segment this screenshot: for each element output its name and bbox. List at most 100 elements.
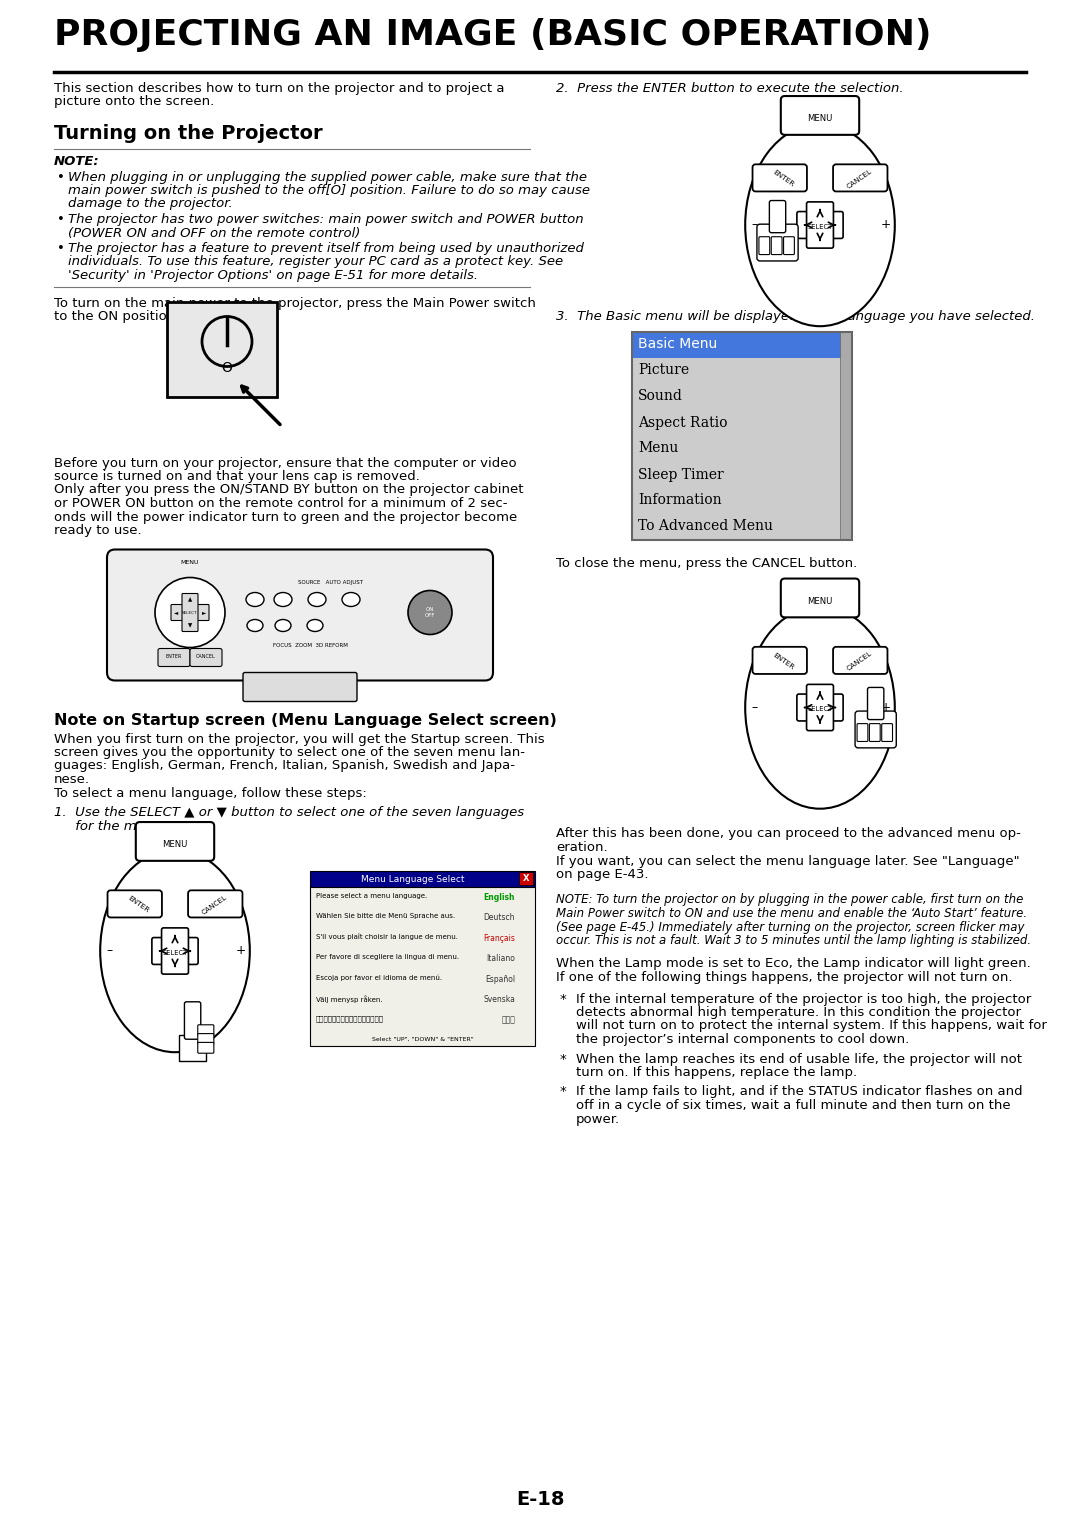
FancyBboxPatch shape xyxy=(753,647,807,674)
Text: •: • xyxy=(56,214,64,226)
Ellipse shape xyxy=(246,592,264,606)
Ellipse shape xyxy=(275,620,291,632)
FancyBboxPatch shape xyxy=(855,711,896,748)
Text: –: – xyxy=(106,945,112,957)
Text: Main Power switch to ON and use the menu and enable the ‘Auto Start’ feature.: Main Power switch to ON and use the menu… xyxy=(556,906,1027,920)
Ellipse shape xyxy=(274,592,292,606)
FancyBboxPatch shape xyxy=(867,687,883,720)
FancyBboxPatch shape xyxy=(198,1025,214,1036)
Text: ▼: ▼ xyxy=(188,623,192,629)
FancyBboxPatch shape xyxy=(757,224,798,261)
Text: ENTER: ENTER xyxy=(127,896,150,914)
Text: *: * xyxy=(561,992,567,1006)
Bar xyxy=(840,331,852,540)
Text: S'il vous plaît choisir la langue de menu.: S'il vous plaît choisir la langue de men… xyxy=(316,934,458,940)
Text: Before you turn on your projector, ensure that the computer or video: Before you turn on your projector, ensur… xyxy=(54,456,516,470)
FancyBboxPatch shape xyxy=(243,673,357,702)
Bar xyxy=(632,514,852,540)
FancyBboxPatch shape xyxy=(188,890,243,917)
Text: O: O xyxy=(221,362,232,375)
Text: •: • xyxy=(56,243,64,255)
FancyBboxPatch shape xyxy=(769,200,785,232)
Text: Välj menysp råken.: Välj menysp råken. xyxy=(316,995,382,1003)
Text: individuals. To use this feature, register your PC card as a protect key. See: individuals. To use this feature, regist… xyxy=(68,255,563,269)
Text: damage to the projector.: damage to the projector. xyxy=(68,197,233,211)
Ellipse shape xyxy=(247,620,264,632)
Text: eration.: eration. xyxy=(556,841,608,855)
FancyBboxPatch shape xyxy=(771,237,782,255)
Text: MENU: MENU xyxy=(808,114,833,124)
Text: 2.  Press the ENTER button to execute the selection.: 2. Press the ENTER button to execute the… xyxy=(556,82,904,95)
Text: ►: ► xyxy=(202,610,206,615)
Text: ENTER: ENTER xyxy=(772,169,795,188)
Text: PROJECTING AN IMAGE (BASIC OPERATION): PROJECTING AN IMAGE (BASIC OPERATION) xyxy=(54,18,931,52)
Text: *: * xyxy=(561,1085,567,1099)
Text: +: + xyxy=(235,945,246,957)
Text: Only after you press the ON/STAND BY button on the projector cabinet: Only after you press the ON/STAND BY but… xyxy=(54,484,524,496)
Text: NOTE:: NOTE: xyxy=(54,156,99,168)
Bar xyxy=(632,435,852,461)
Text: 1.  Use the SELECT ▲ or ▼ button to select one of the seven languages: 1. Use the SELECT ▲ or ▼ button to selec… xyxy=(54,806,524,819)
Text: +: + xyxy=(881,700,891,714)
FancyBboxPatch shape xyxy=(162,928,188,974)
Text: SELECT: SELECT xyxy=(808,707,833,713)
Text: detects abnormal high temperature. In this condition the projector: detects abnormal high temperature. In th… xyxy=(576,1006,1021,1019)
Text: guages: English, German, French, Italian, Spanish, Swedish and Japa-: guages: English, German, French, Italian… xyxy=(54,760,515,772)
Text: To Advanced Menu: To Advanced Menu xyxy=(638,519,773,534)
Text: *: * xyxy=(561,1053,567,1065)
Ellipse shape xyxy=(342,592,360,606)
Text: (POWER ON and OFF on the remote control): (POWER ON and OFF on the remote control) xyxy=(68,226,361,240)
Text: Deutsch: Deutsch xyxy=(484,914,515,922)
Text: The projector has two power switches: main power switch and POWER button: The projector has two power switches: ma… xyxy=(68,214,583,226)
Text: screen gives you the opportunity to select one of the seven menu lan-: screen gives you the opportunity to sele… xyxy=(54,746,525,758)
Ellipse shape xyxy=(745,606,895,809)
Text: Turning on the Projector: Turning on the Projector xyxy=(54,124,323,143)
Text: –: – xyxy=(751,700,757,714)
Bar xyxy=(310,871,535,887)
Text: After this has been done, you can proceed to the advanced menu op-: After this has been done, you can procee… xyxy=(556,827,1021,841)
FancyBboxPatch shape xyxy=(753,165,807,191)
Text: Menu: Menu xyxy=(638,441,678,455)
Bar xyxy=(632,409,852,435)
FancyBboxPatch shape xyxy=(807,684,834,731)
Text: MENU: MENU xyxy=(162,841,188,850)
Text: ◄: ◄ xyxy=(174,610,178,615)
Text: When the lamp reaches its end of usable life, the projector will not: When the lamp reaches its end of usable … xyxy=(576,1053,1022,1065)
Text: Français: Français xyxy=(483,934,515,943)
FancyBboxPatch shape xyxy=(171,604,210,621)
FancyBboxPatch shape xyxy=(881,723,892,742)
FancyBboxPatch shape xyxy=(759,237,770,255)
Text: Wählen Sie bitte die Menü Sprache aus.: Wählen Sie bitte die Menü Sprache aus. xyxy=(316,914,455,919)
Text: Picture: Picture xyxy=(638,363,689,377)
Text: To select a menu language, follow these steps:: To select a menu language, follow these … xyxy=(54,786,367,800)
FancyBboxPatch shape xyxy=(198,1033,214,1044)
Text: ON
OFF: ON OFF xyxy=(424,607,435,618)
FancyBboxPatch shape xyxy=(183,594,198,632)
Ellipse shape xyxy=(308,592,326,606)
Text: occur. This is not a fault. Wait 3 to 5 minutes until the lamp lighting is stabi: occur. This is not a fault. Wait 3 to 5 … xyxy=(556,934,1031,948)
Text: Sleep Timer: Sleep Timer xyxy=(638,467,724,482)
Text: SELECT: SELECT xyxy=(183,612,198,615)
Text: Svenska: Svenska xyxy=(483,995,515,1004)
Text: onds will the power indicator turn to green and the projector become: onds will the power indicator turn to gr… xyxy=(54,511,517,523)
Text: Per favore di scegliere la lingua di menu.: Per favore di scegliere la lingua di men… xyxy=(316,954,459,960)
Bar xyxy=(632,487,852,514)
FancyBboxPatch shape xyxy=(152,937,198,964)
Bar xyxy=(310,887,535,1045)
Text: To close the menu, press the CANCEL button.: To close the menu, press the CANCEL butt… xyxy=(556,557,858,571)
Text: off in a cycle of six times, wait a full minute and then turn on the: off in a cycle of six times, wait a full… xyxy=(576,1099,1011,1112)
Circle shape xyxy=(156,577,225,647)
Text: on page E-43.: on page E-43. xyxy=(556,868,648,881)
Text: Note on Startup screen (Menu Language Select screen): Note on Startup screen (Menu Language Se… xyxy=(54,713,557,728)
Text: ▲: ▲ xyxy=(188,597,192,601)
Text: +: + xyxy=(881,218,891,232)
FancyBboxPatch shape xyxy=(108,890,162,917)
Text: CANCEL: CANCEL xyxy=(197,655,216,659)
Bar xyxy=(632,383,852,409)
Bar xyxy=(632,461,852,487)
Text: SELECT: SELECT xyxy=(808,224,833,230)
Text: E-18: E-18 xyxy=(516,1489,564,1509)
Bar xyxy=(632,331,852,540)
FancyBboxPatch shape xyxy=(833,647,888,674)
Text: 日本語: 日本語 xyxy=(501,1015,515,1024)
